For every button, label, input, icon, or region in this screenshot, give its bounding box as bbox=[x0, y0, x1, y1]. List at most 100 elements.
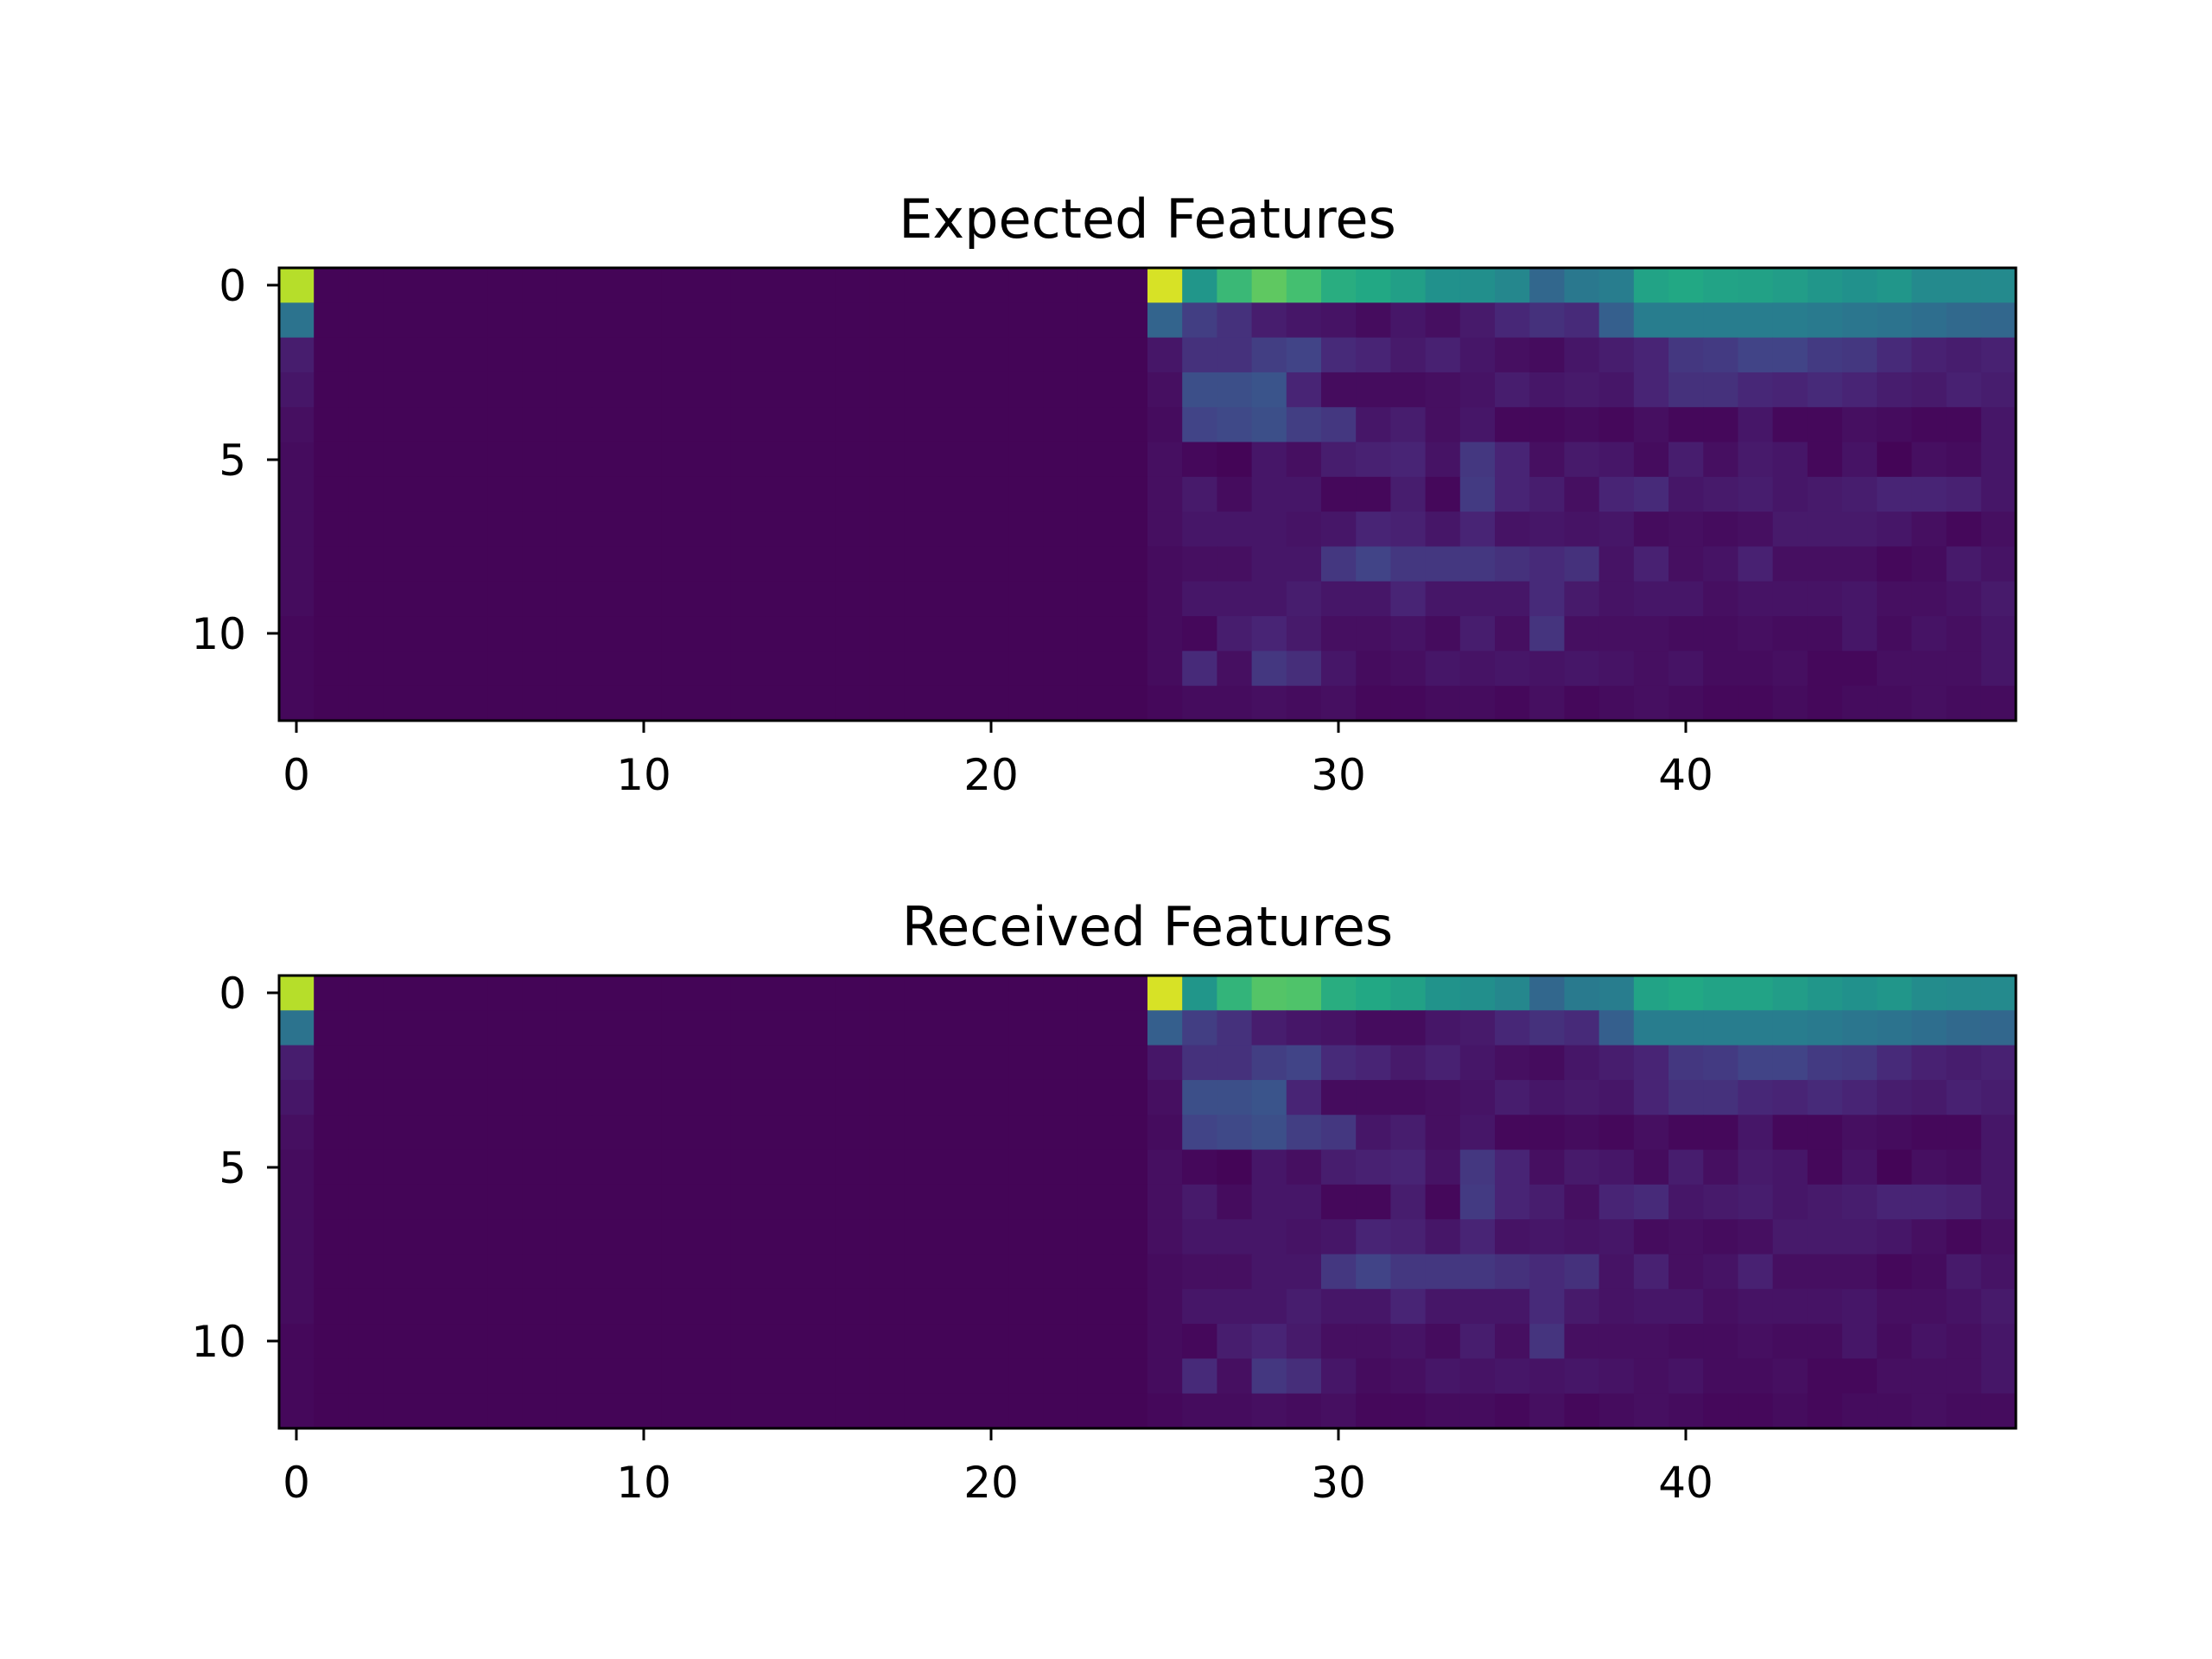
heatmap-cell bbox=[626, 442, 662, 478]
heatmap-cell bbox=[1390, 1079, 1427, 1116]
heatmap-cell bbox=[453, 685, 488, 721]
heatmap-cell bbox=[661, 407, 696, 443]
heatmap-cell bbox=[1495, 1358, 1530, 1395]
heatmap-cell bbox=[591, 685, 627, 721]
heatmap-cell bbox=[1112, 1219, 1148, 1255]
heatmap-cell bbox=[661, 1045, 696, 1081]
heatmap-cell bbox=[1599, 1254, 1635, 1290]
heatmap-cell bbox=[1599, 372, 1635, 408]
heatmap-cell bbox=[1911, 1010, 1948, 1046]
heatmap-cell bbox=[1946, 546, 1982, 582]
heatmap-cell bbox=[417, 1358, 454, 1395]
heatmap-cell bbox=[556, 1184, 593, 1220]
heatmap-cell bbox=[1251, 407, 1287, 443]
heatmap-cell bbox=[1807, 1115, 1843, 1151]
heatmap-cell bbox=[453, 372, 488, 408]
heatmap-cell bbox=[626, 651, 662, 687]
heatmap-cell bbox=[869, 1149, 906, 1185]
heatmap-cell bbox=[279, 976, 315, 1011]
heatmap-cell bbox=[348, 1358, 385, 1395]
heatmap-cell bbox=[453, 546, 488, 582]
heatmap-cell bbox=[626, 1045, 662, 1081]
heatmap-cell bbox=[453, 1219, 488, 1255]
heatmap-cell bbox=[1182, 372, 1217, 408]
heatmap-cell bbox=[1008, 302, 1044, 339]
heatmap-cell bbox=[1321, 407, 1357, 443]
heatmap-cell bbox=[1946, 1288, 1982, 1325]
heatmap-cell bbox=[1807, 976, 1843, 1011]
heatmap-cell bbox=[556, 407, 593, 443]
heatmap-cell bbox=[279, 1324, 315, 1359]
heatmap-cell bbox=[1043, 1219, 1079, 1255]
heatmap-cell bbox=[904, 581, 940, 617]
heatmap-cell bbox=[1043, 616, 1079, 652]
heatmap-cell bbox=[938, 616, 975, 652]
heatmap-cell bbox=[314, 372, 349, 408]
heatmap-cell bbox=[1008, 512, 1044, 548]
heatmap-cell bbox=[835, 581, 870, 617]
heatmap-cell bbox=[1772, 1324, 1808, 1359]
heatmap-cell bbox=[1529, 1393, 1565, 1429]
heatmap-cell bbox=[1147, 1393, 1183, 1429]
heatmap-cell bbox=[1356, 1288, 1391, 1325]
heatmap-cell bbox=[800, 1079, 836, 1116]
heatmap-cell bbox=[869, 685, 906, 721]
heatmap-cell bbox=[1425, 685, 1461, 721]
heatmap-cell bbox=[1564, 268, 1600, 303]
heatmap-cell bbox=[1564, 651, 1600, 687]
heatmap-cell bbox=[1669, 337, 1704, 373]
heatmap-cell bbox=[1251, 1079, 1287, 1116]
heatmap-cell bbox=[1077, 1010, 1114, 1046]
heatmap-cell bbox=[487, 1010, 523, 1046]
heatmap-cell bbox=[383, 476, 419, 512]
heatmap-cell bbox=[1043, 1358, 1079, 1395]
heatmap-cell bbox=[1564, 1254, 1600, 1290]
heatmap-cell bbox=[1911, 651, 1948, 687]
heatmap-cell bbox=[1738, 1324, 1774, 1359]
heatmap-cell bbox=[487, 372, 523, 408]
heatmap-cell bbox=[1043, 1149, 1079, 1185]
heatmap-cell bbox=[938, 685, 975, 721]
heatmap-cell bbox=[1946, 616, 1982, 652]
heatmap-cell bbox=[1356, 546, 1391, 582]
heatmap-cell bbox=[453, 1324, 488, 1359]
heatmap-cell bbox=[1182, 1149, 1217, 1185]
heatmap-cell bbox=[1842, 685, 1878, 721]
heatmap-cell bbox=[1772, 1115, 1808, 1151]
heatmap-cell bbox=[1286, 512, 1322, 548]
heatmap-cell bbox=[1564, 1288, 1600, 1325]
heatmap-cell bbox=[1911, 1324, 1948, 1359]
heatmap-cell bbox=[279, 1393, 315, 1429]
heatmap-cell bbox=[1147, 1045, 1183, 1081]
heatmap-cell bbox=[487, 442, 523, 478]
heatmap-cell bbox=[591, 976, 627, 1011]
heatmap-cell bbox=[1182, 1254, 1217, 1290]
heatmap-cell bbox=[1599, 476, 1635, 512]
heatmap-cell bbox=[1356, 581, 1391, 617]
heatmap-cell bbox=[661, 442, 696, 478]
heatmap-cell bbox=[1286, 1358, 1322, 1395]
heatmap-cell bbox=[1321, 1149, 1357, 1185]
heatmap-cell bbox=[835, 1219, 870, 1255]
heatmap-cell bbox=[835, 1254, 870, 1290]
heatmap-cell bbox=[1356, 651, 1391, 687]
heatmap-cell bbox=[1147, 581, 1183, 617]
heatmap-cell bbox=[1008, 1219, 1044, 1255]
heatmap-cell bbox=[1251, 651, 1287, 687]
heatmap-cell bbox=[938, 1079, 975, 1116]
heatmap-cell bbox=[800, 1393, 836, 1429]
heatmap-cell bbox=[1669, 1254, 1704, 1290]
heatmap-cell bbox=[487, 268, 523, 303]
heatmap-cell bbox=[730, 1184, 766, 1220]
heatmap-cell bbox=[1599, 685, 1635, 721]
heatmap-cell bbox=[1286, 442, 1322, 478]
heatmap-cell bbox=[696, 1324, 732, 1359]
heatmap-cell bbox=[1599, 1184, 1635, 1220]
heatmap-cell bbox=[974, 337, 1009, 373]
heatmap-cell bbox=[661, 616, 696, 652]
heatmap-cell bbox=[800, 1219, 836, 1255]
heatmap-cell bbox=[1669, 651, 1704, 687]
heatmap-cell bbox=[1807, 512, 1843, 548]
heatmap-cell bbox=[453, 476, 488, 512]
